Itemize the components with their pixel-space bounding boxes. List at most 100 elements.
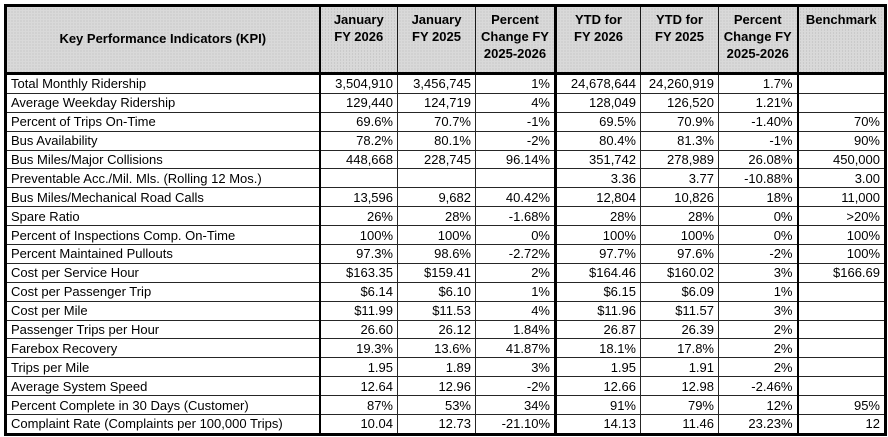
table-row: Percent of Trips On-Time 69.6% 70.7% -1% 69.… <box>5 111 886 132</box>
value-cell: 79% <box>640 395 719 416</box>
kpi-label: Complaint Rate (Complaints per 100,000 T… <box>5 414 320 435</box>
value-cell: 126,520 <box>640 92 719 113</box>
value-cell: 18% <box>718 187 798 208</box>
value-cell <box>796 92 886 113</box>
value-cell: 100% <box>796 244 886 264</box>
value-cell: 12.66 <box>554 376 641 397</box>
table-row: Average Weekday Ridership 129,440 124,719 4… <box>5 92 886 113</box>
value-cell: 91% <box>554 395 641 416</box>
value-cell: 450,000 <box>796 149 886 170</box>
value-cell: 1.95 <box>318 357 398 378</box>
table-row: Trips per Mile 1.95 1.89 3% 1.95 1.91 2% <box>5 357 886 378</box>
kpi-label: Preventable Acc./Mil. Mls. (Rolling 12 M… <box>5 168 320 189</box>
table-row: Cost per Service Hour $163.35 $159.41 2% $16… <box>5 262 886 283</box>
table-row: Percent Complete in 30 Days (Customer) 87… <box>5 395 886 416</box>
value-cell: 10.04 <box>318 414 398 435</box>
table-row: Average System Speed 12.64 12.96 -2% 12.66 12… <box>5 376 886 397</box>
value-cell: 24,678,644 <box>554 73 641 94</box>
value-cell: $159.41 <box>397 262 476 283</box>
value-cell: 87% <box>318 395 398 416</box>
value-cell: 2% <box>718 319 798 340</box>
kpi-label: Cost per Mile <box>5 300 320 321</box>
value-cell: 53% <box>397 395 476 416</box>
value-cell: 26% <box>318 206 398 227</box>
value-cell: 3,504,910 <box>318 73 398 94</box>
value-cell: 2% <box>475 262 556 283</box>
kpi-label: Percent Maintained Pullouts <box>5 244 320 264</box>
value-cell: 28% <box>397 206 476 227</box>
value-cell: 17.8% <box>640 338 719 359</box>
header-percent-change-monthly: Percent Change FY 2025-2026 <box>475 5 556 75</box>
value-cell <box>475 168 556 189</box>
kpi-label: Cost per Passenger Trip <box>5 281 320 302</box>
value-cell: 13.6% <box>397 338 476 359</box>
value-cell: 4% <box>475 92 556 113</box>
kpi-label: Passenger Trips per Hour <box>5 319 320 340</box>
header-row: Key Performance Indicators (KPI) January… <box>5 5 886 75</box>
value-cell: -2.72% <box>475 244 556 264</box>
value-cell: $11.57 <box>640 300 719 321</box>
value-cell: 13,596 <box>318 187 398 208</box>
value-cell: 12.98 <box>640 376 719 397</box>
value-cell: 98.6% <box>397 244 476 264</box>
table-row: Percent of Inspections Comp. On-Time 100%… <box>5 225 886 246</box>
value-cell: 70.7% <box>397 111 476 132</box>
value-cell: $164.46 <box>554 262 641 283</box>
value-cell: 26.08% <box>718 149 798 170</box>
kpi-table: Key Performance Indicators (KPI) January… <box>4 4 887 436</box>
table-row: Cost per Mile $11.99 $11.53 4% $11.96 $11.57 3… <box>5 300 886 321</box>
value-cell: 228,745 <box>397 149 476 170</box>
value-cell: 3% <box>718 300 798 321</box>
header-benchmark: Benchmark <box>796 5 886 75</box>
value-cell: 3.77 <box>640 168 719 189</box>
value-cell: -21.10% <box>475 414 556 435</box>
value-cell: 2% <box>718 357 798 378</box>
value-cell: 12 <box>796 414 886 435</box>
value-cell: 26.60 <box>318 319 398 340</box>
value-cell: 2% <box>718 338 798 359</box>
value-cell: 69.5% <box>554 111 641 132</box>
kpi-label: Percent Complete in 30 Days (Customer) <box>5 395 320 416</box>
value-cell: 18.1% <box>554 338 641 359</box>
value-cell: 12,804 <box>554 187 641 208</box>
table-row: Farebox Recovery 19.3% 13.6% 41.87% 18.1% 17.… <box>5 338 886 359</box>
header-percent-change-ytd: Percent Change FY 2025-2026 <box>718 5 798 75</box>
value-cell <box>796 357 886 378</box>
value-cell: 97.6% <box>640 244 719 264</box>
kpi-label: Cost per Service Hour <box>5 262 320 283</box>
value-cell: 3.00 <box>796 168 886 189</box>
value-cell: 448,668 <box>318 149 398 170</box>
value-cell: $160.02 <box>640 262 719 283</box>
value-cell: 0% <box>718 225 798 246</box>
value-cell: $6.10 <box>397 281 476 302</box>
kpi-label: Percent of Inspections Comp. On-Time <box>5 225 320 246</box>
value-cell: 1.91 <box>640 357 719 378</box>
value-cell: 70.9% <box>640 111 719 132</box>
value-cell: 96.14% <box>475 149 556 170</box>
value-cell: -1.68% <box>475 206 556 227</box>
value-cell: $6.09 <box>640 281 719 302</box>
kpi-label: Farebox Recovery <box>5 338 320 359</box>
value-cell: -1% <box>718 130 798 151</box>
value-cell: 3,456,745 <box>397 73 476 94</box>
value-cell: 19.3% <box>318 338 398 359</box>
value-cell: 41.87% <box>475 338 556 359</box>
table-row: Spare Ratio 26% 28% -1.68% 28% 28% 0% >20% <box>5 206 886 227</box>
kpi-label: Spare Ratio <box>5 206 320 227</box>
value-cell: -1.40% <box>718 111 798 132</box>
value-cell: 10,826 <box>640 187 719 208</box>
value-cell <box>796 376 886 397</box>
value-cell: 100% <box>796 225 886 246</box>
value-cell: $11.53 <box>397 300 476 321</box>
value-cell: 1% <box>718 281 798 302</box>
value-cell: -1% <box>475 111 556 132</box>
table-row: Complaint Rate (Complaints per 100,000 T… <box>5 414 886 435</box>
value-cell: 80.4% <box>554 130 641 151</box>
value-cell: 95% <box>796 395 886 416</box>
table-body: Total Monthly Ridership 3,504,910 3,456,74… <box>5 73 886 435</box>
value-cell: 14.13 <box>554 414 641 435</box>
value-cell: -2% <box>475 130 556 151</box>
kpi-label: Average Weekday Ridership <box>5 92 320 113</box>
value-cell: >20% <box>796 206 886 227</box>
